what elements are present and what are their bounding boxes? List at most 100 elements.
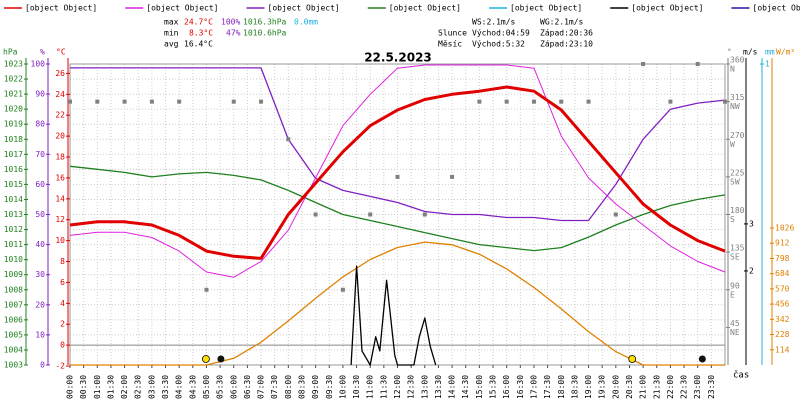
stat-moonset: Západ:23:10 xyxy=(540,40,593,49)
x-tick-label: 23:00 xyxy=(693,375,702,399)
x-tick-label: 09:30 xyxy=(325,375,334,399)
y-tick-label: 1014 xyxy=(4,195,23,204)
y-tick-label: 14 xyxy=(55,194,65,203)
y-tick-dir: NW xyxy=(730,102,740,111)
stat-ws: WS:2.1m/s xyxy=(472,18,516,27)
y-tick-label: 6 xyxy=(60,278,65,287)
series-line xyxy=(69,165,726,252)
axis-unit: °C xyxy=(56,48,66,57)
direction-point xyxy=(641,62,646,66)
x-tick-label: 15:30 xyxy=(489,375,498,399)
x-tick-label: 07:00 xyxy=(257,375,266,399)
legend-label: [object Object] xyxy=(753,4,800,13)
x-tick-label: 19:30 xyxy=(598,375,607,399)
y-tick-label: -2 xyxy=(55,362,65,371)
stat-max-hum: 100% xyxy=(221,18,240,27)
y-tick-label: 270 xyxy=(730,131,745,140)
y-tick-label: 228 xyxy=(775,330,790,339)
y-tick-label: 12 xyxy=(55,215,65,224)
y-tick-label: 10 xyxy=(55,236,65,245)
y-tick-label: 1020 xyxy=(4,105,23,114)
x-tick-label: 01:30 xyxy=(106,375,115,399)
stat-avg-label: avg xyxy=(164,40,179,49)
x-tick-label: 22:00 xyxy=(666,375,675,399)
x-tick-label: 00:00 xyxy=(66,375,75,399)
moon-marker xyxy=(698,355,706,363)
direction-point xyxy=(531,99,536,104)
stat-max-label: max xyxy=(164,18,179,27)
stat-wg: WG:2.1m/s xyxy=(540,18,584,27)
y-tick-label: 30 xyxy=(35,270,45,279)
y-tick-label: 1 xyxy=(765,60,770,69)
y-tick-label: 45 xyxy=(730,319,740,328)
series-line xyxy=(70,241,725,366)
direction-point xyxy=(149,99,154,104)
direction-point xyxy=(122,99,127,104)
stat-sunrise: Východ:04:59 xyxy=(472,29,530,38)
y-tick-label: 1011 xyxy=(4,240,23,249)
y-tick-label: 10 xyxy=(35,330,45,339)
x-tick-label: 22:30 xyxy=(680,375,689,399)
direction-point xyxy=(177,99,182,104)
direction-point xyxy=(504,99,509,104)
y-tick-label: 1026 xyxy=(775,223,794,232)
legend-label: [object Object] xyxy=(510,4,582,13)
y-tick-dir: N xyxy=(730,65,735,74)
y-tick-label: 90 xyxy=(730,281,740,290)
y-tick-dir: E xyxy=(730,290,735,299)
y-tick-label: 315 xyxy=(730,93,745,102)
y-tick-label: 1006 xyxy=(4,315,23,324)
legend-label: [object Object] xyxy=(389,4,461,13)
stats: max 24.7°C 100% 1016.3hPa 0.0mm min 8.3°… xyxy=(164,18,593,49)
y-tick-label: 20 xyxy=(55,132,65,141)
axis-unit: W/m² xyxy=(776,48,795,57)
y-tick-dir: SE xyxy=(730,253,740,262)
x-tick-label: 05:30 xyxy=(216,375,225,399)
x-tick-label: 18:30 xyxy=(570,375,579,399)
stat-min-temp: 8.3°C xyxy=(189,29,213,38)
y-tick-label: 4 xyxy=(60,299,65,308)
y-tick-label: 1003 xyxy=(4,361,23,370)
y-tick-label: 225 xyxy=(730,168,745,177)
y-tick-label: 0 xyxy=(60,341,65,350)
y-tick-label: 456 xyxy=(775,300,790,309)
y-tick-label: 80 xyxy=(35,120,45,129)
y-tick-label: 1013 xyxy=(4,210,23,219)
x-tick-label: 05:00 xyxy=(202,375,211,399)
y-tick-label: 1016 xyxy=(4,165,23,174)
y-tick-label: 570 xyxy=(775,284,790,293)
direction-point xyxy=(422,212,427,217)
y-tick-label: 1018 xyxy=(4,135,23,144)
y-tick-label: 342 xyxy=(775,315,790,324)
y-tick-label: 1010 xyxy=(4,255,23,264)
x-tick-label: 14:00 xyxy=(448,375,457,399)
y-tick-label: 1023 xyxy=(4,60,23,69)
y-tick-label: 912 xyxy=(775,239,790,248)
stat-min-hum: 47% xyxy=(226,29,241,38)
x-tick-label: 13:00 xyxy=(420,375,429,399)
y-tick-label: 2 xyxy=(60,320,65,329)
y-tick-label: 360 xyxy=(730,56,745,65)
direction-point xyxy=(68,99,72,104)
direction-point xyxy=(259,99,264,104)
axis-unit: mm xyxy=(765,48,775,57)
direction-point xyxy=(395,174,400,179)
x-tick-label: 17:00 xyxy=(529,375,538,399)
y-tick-label: 684 xyxy=(775,269,790,278)
y-tick-label: 1021 xyxy=(4,90,23,99)
direction-point xyxy=(613,212,618,217)
series-line xyxy=(69,64,726,278)
chart-title: 22.5.2023 xyxy=(364,51,432,65)
x-tick-label: 17:30 xyxy=(543,375,552,399)
x-tick-label: 14:30 xyxy=(461,375,470,399)
stat-avg-temp: 16.4°C xyxy=(184,40,213,49)
direction-point xyxy=(559,99,564,104)
direction-point xyxy=(286,137,291,142)
y-tick-label: 8 xyxy=(60,257,65,266)
y-tick-label: 40 xyxy=(35,240,45,249)
x-tick-label: 02:30 xyxy=(134,375,143,399)
legend-label: [object Object] xyxy=(146,4,218,13)
legend-label: [object Object] xyxy=(25,4,97,13)
y-tick-label: 60 xyxy=(35,180,45,189)
